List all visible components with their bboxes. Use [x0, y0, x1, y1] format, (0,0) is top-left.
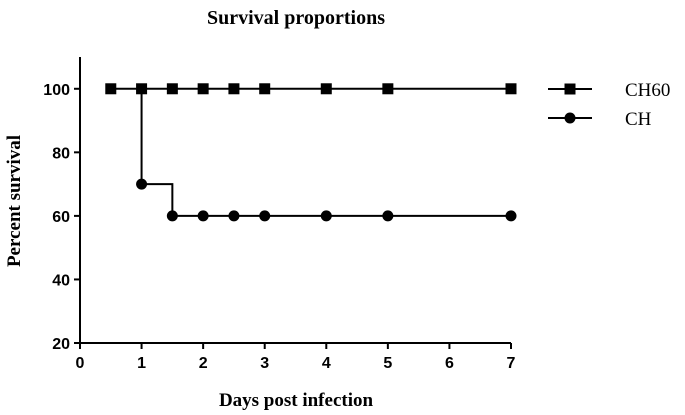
data-point: [197, 83, 209, 95]
x-tick-label: 2: [199, 355, 208, 372]
chart-title: Survival proportions: [207, 7, 385, 29]
data-point: [228, 210, 240, 222]
axes: 0 1 2 3 4 5 6 7 20 40 60 80 100: [43, 57, 516, 372]
data-point: [382, 83, 394, 95]
legend-label: CH: [625, 109, 652, 130]
series-line: [140, 88, 511, 217]
x-tick-label: 6: [445, 355, 454, 372]
data-point: [259, 83, 271, 95]
legend-item-ch60: CH60: [548, 80, 670, 101]
series-ch: [136, 88, 517, 222]
y-tick-label: 40: [52, 272, 70, 289]
data-point: [505, 210, 517, 222]
series-layer: [105, 83, 517, 222]
y-tick-label: 20: [52, 336, 70, 353]
y-tick-label: 100: [43, 82, 70, 99]
data-point: [166, 83, 178, 95]
data-point: [382, 210, 394, 222]
data-point: [320, 210, 332, 222]
data-point: [259, 210, 271, 222]
x-tick-label: 1: [137, 355, 146, 372]
y-tick-label: 80: [52, 145, 70, 162]
y-axis-title: Percent survival: [4, 135, 25, 267]
series-ch60: [105, 83, 517, 95]
x-tick-label: 7: [507, 355, 516, 372]
y-tick-label: 60: [52, 209, 70, 226]
legend-marker: [564, 83, 576, 95]
data-point: [166, 210, 178, 222]
legend-item-ch: CH: [548, 109, 652, 130]
x-tick-label: 4: [322, 355, 331, 372]
x-axis-title: Days post infection: [219, 390, 374, 411]
legend-label: CH60: [625, 80, 670, 101]
data-point: [320, 83, 332, 95]
data-point: [105, 83, 117, 95]
x-tick-label: 0: [76, 355, 85, 372]
data-point: [505, 83, 517, 95]
data-point: [197, 210, 209, 222]
data-point: [136, 178, 148, 190]
x-tick-label: 3: [260, 355, 269, 372]
data-point: [228, 83, 240, 95]
legend: CH60 CH: [548, 80, 670, 130]
x-tick-label: 5: [383, 355, 392, 372]
legend-marker: [564, 112, 576, 124]
